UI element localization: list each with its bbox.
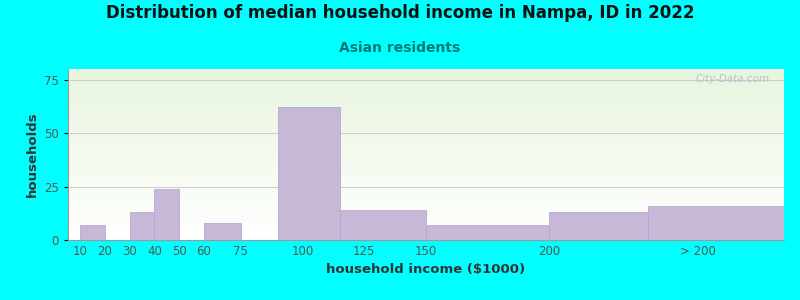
Bar xyxy=(278,107,339,240)
Bar xyxy=(154,189,179,240)
Bar xyxy=(426,225,550,240)
Text: Asian residents: Asian residents xyxy=(339,40,461,55)
Bar xyxy=(130,212,154,240)
Text: Distribution of median household income in Nampa, ID in 2022: Distribution of median household income … xyxy=(106,4,694,22)
X-axis label: household income ($1000): household income ($1000) xyxy=(326,263,526,276)
Y-axis label: households: households xyxy=(26,112,38,197)
Bar xyxy=(550,212,648,240)
Text: City-Data.com: City-Data.com xyxy=(695,74,770,84)
Bar xyxy=(80,225,105,240)
Bar xyxy=(339,210,426,240)
Bar xyxy=(648,206,784,240)
Bar xyxy=(204,223,241,240)
